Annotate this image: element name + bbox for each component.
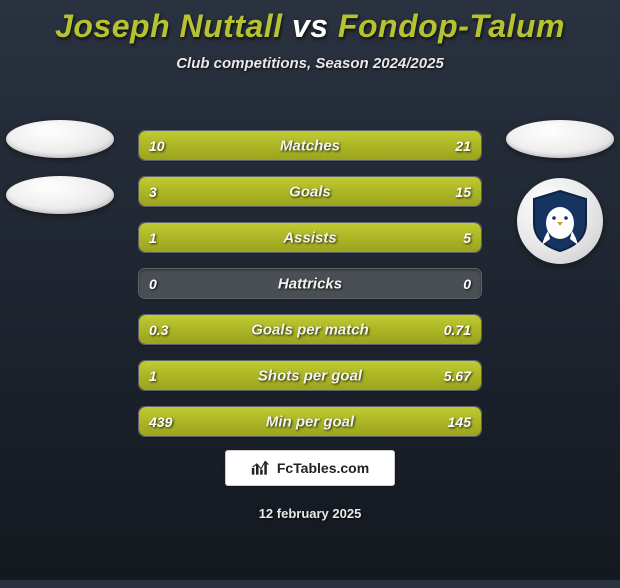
stat-value-left: 3 [149,184,157,200]
date-text: 12 february 2025 [259,506,362,521]
right-club-badge-1 [506,120,614,158]
stat-value-right: 0 [463,276,471,292]
stat-value-right: 5 [463,230,471,246]
subtitle: Club competitions, Season 2024/2025 [0,55,620,72]
vs-text: vs [292,8,329,44]
player2-name: Fondop-Talum [338,8,565,44]
left-club-badge-1 [6,120,114,158]
stat-value-left: 1 [149,368,157,384]
stat-value-left: 0 [149,276,157,292]
stat-value-left: 439 [149,414,172,430]
stat-value-left: 10 [149,138,165,154]
stat-label: Hattricks [278,275,342,292]
stat-fill-right [197,223,481,252]
left-club-badges [0,120,120,214]
stat-value-right: 145 [448,414,471,430]
stat-value-left: 1 [149,230,157,246]
brand-badge: FcTables.com [225,450,395,486]
stat-fill-left [139,361,190,390]
right-club-crest [517,178,603,264]
right-club-badges [500,120,620,264]
stat-value-right: 21 [455,138,471,154]
player1-name: Joseph Nuttall [55,8,282,44]
stat-label: Matches [280,137,340,154]
stat-label: Goals per match [251,321,369,338]
stat-label: Assists [283,229,336,246]
stat-row-matches: 10 Matches 21 [138,130,482,161]
stat-row-goals: 3 Goals 15 [138,176,482,207]
stat-fill-left [139,177,197,206]
stat-bars: 10 Matches 21 3 Goals 15 1 Assists 5 0 H… [138,130,482,437]
stat-row-assists: 1 Assists 5 [138,222,482,253]
comparison-title: Joseph Nuttall vs Fondop-Talum [0,8,620,45]
bar-chart-icon [251,459,271,477]
stat-row-shots-per-goal: 1 Shots per goal 5.67 [138,360,482,391]
stat-row-goals-per-match: 0.3 Goals per match 0.71 [138,314,482,345]
stat-value-right: 5.67 [444,368,471,384]
stat-row-hattricks: 0 Hattricks 0 [138,268,482,299]
stat-label: Shots per goal [258,367,362,384]
stat-label: Goals [289,183,331,200]
stat-value-right: 15 [455,184,471,200]
stat-value-left: 0.3 [149,322,168,338]
club-crest-icon [526,187,594,255]
stat-fill-right [197,177,481,206]
stat-fill-left [139,223,197,252]
left-club-badge-2 [6,176,114,214]
stat-row-min-per-goal: 439 Min per goal 145 [138,406,482,437]
brand-text: FcTables.com [277,460,369,476]
stat-value-right: 0.71 [444,322,471,338]
stat-label: Min per goal [266,413,354,430]
